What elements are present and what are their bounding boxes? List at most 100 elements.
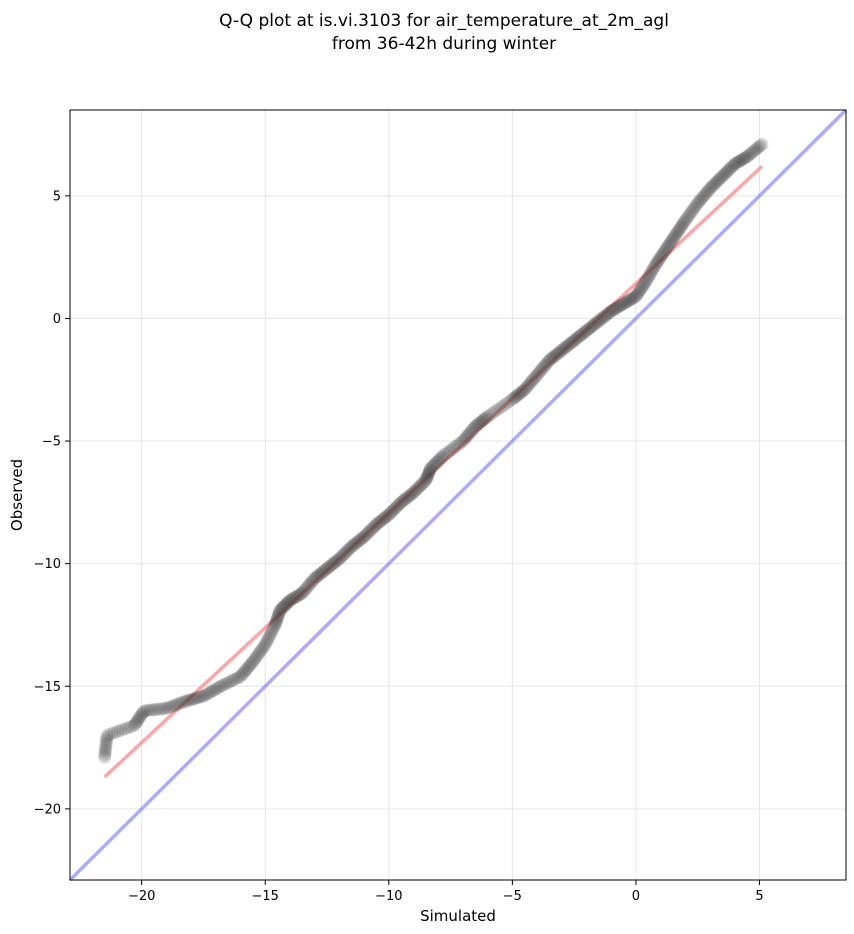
data-point xyxy=(608,302,622,316)
data-point xyxy=(619,295,633,309)
data-point xyxy=(676,218,690,231)
data-point xyxy=(254,643,268,657)
data-point xyxy=(399,492,413,506)
data-point xyxy=(569,332,583,346)
data-point xyxy=(229,672,243,686)
data-point xyxy=(388,501,402,515)
x-axis-label: Simulated xyxy=(420,907,496,925)
data-point xyxy=(136,706,150,720)
data-point xyxy=(194,690,208,704)
data-point xyxy=(653,250,667,264)
data-point xyxy=(284,593,298,607)
data-point xyxy=(263,629,277,643)
y-tick-label: 5 xyxy=(53,189,61,204)
data-point xyxy=(453,437,467,451)
data-point xyxy=(384,505,398,519)
data-point xyxy=(620,295,634,309)
x-tick-label: −20 xyxy=(128,889,155,904)
data-point xyxy=(508,390,522,404)
data-point xyxy=(421,469,435,483)
data-point xyxy=(455,435,469,449)
data-point xyxy=(482,408,496,422)
data-point xyxy=(412,480,426,494)
data-point xyxy=(536,361,550,375)
data-point xyxy=(272,606,286,620)
data-point xyxy=(137,704,151,718)
data-point xyxy=(721,164,735,178)
data-point xyxy=(360,526,374,540)
data-point xyxy=(506,392,520,406)
data-point xyxy=(681,209,695,223)
x-tick-label: −10 xyxy=(375,889,402,904)
data-point xyxy=(289,590,303,604)
data-point xyxy=(283,594,297,608)
data-point xyxy=(343,541,357,555)
data-point xyxy=(116,722,130,736)
data-point xyxy=(712,173,726,187)
data-point xyxy=(630,287,644,301)
data-point xyxy=(533,364,547,378)
data-point xyxy=(273,604,287,618)
data-point xyxy=(287,591,301,605)
data-point xyxy=(102,728,116,742)
data-point xyxy=(612,299,626,313)
data-point xyxy=(703,182,717,196)
data-point xyxy=(374,514,388,528)
data-point xyxy=(726,159,740,173)
data-point xyxy=(635,281,649,295)
data-point xyxy=(111,725,125,739)
data-point xyxy=(252,647,266,661)
data-point xyxy=(744,146,758,160)
data-point xyxy=(321,561,335,575)
data-point xyxy=(179,694,193,708)
data-point xyxy=(459,430,473,444)
data-point xyxy=(737,152,751,166)
data-point xyxy=(169,698,183,712)
data-point xyxy=(406,486,420,500)
data-point xyxy=(510,389,524,403)
data-point xyxy=(611,300,625,314)
data-point xyxy=(734,153,748,167)
data-point xyxy=(625,291,639,305)
data-point xyxy=(248,652,262,666)
data-point xyxy=(493,401,507,415)
data-point xyxy=(162,700,176,714)
y-tick-label: −20 xyxy=(34,802,61,817)
data-point xyxy=(385,504,399,518)
data-point xyxy=(472,416,486,430)
data-point xyxy=(334,550,348,564)
data-point xyxy=(562,337,576,351)
chart-title-line-2: from 36-42h during winter xyxy=(332,34,556,54)
data-point xyxy=(131,713,145,727)
data-point xyxy=(691,196,705,210)
data-point xyxy=(427,458,441,472)
data-point xyxy=(414,478,428,492)
data-point xyxy=(539,358,553,372)
x-tick-label: −15 xyxy=(252,889,279,904)
data-point xyxy=(281,596,295,610)
data-point xyxy=(556,343,570,357)
data-point xyxy=(524,375,538,389)
data-point xyxy=(299,582,313,596)
identity-line-layer xyxy=(68,108,848,882)
data-point xyxy=(692,195,706,209)
data-point xyxy=(507,391,521,405)
data-point xyxy=(528,370,542,384)
data-point xyxy=(431,454,445,468)
data-point xyxy=(678,214,692,228)
data-point xyxy=(212,680,226,694)
data-point xyxy=(655,249,669,263)
data-point xyxy=(285,592,299,606)
data-point xyxy=(446,441,460,455)
data-point xyxy=(697,188,711,202)
data-point xyxy=(173,696,187,710)
data-point xyxy=(589,317,603,331)
data-point xyxy=(317,564,331,578)
data-point xyxy=(466,422,480,436)
data-point xyxy=(359,528,373,542)
data-point xyxy=(277,600,291,614)
data-point xyxy=(476,413,490,427)
data-point xyxy=(113,724,127,738)
data-point xyxy=(122,720,136,734)
